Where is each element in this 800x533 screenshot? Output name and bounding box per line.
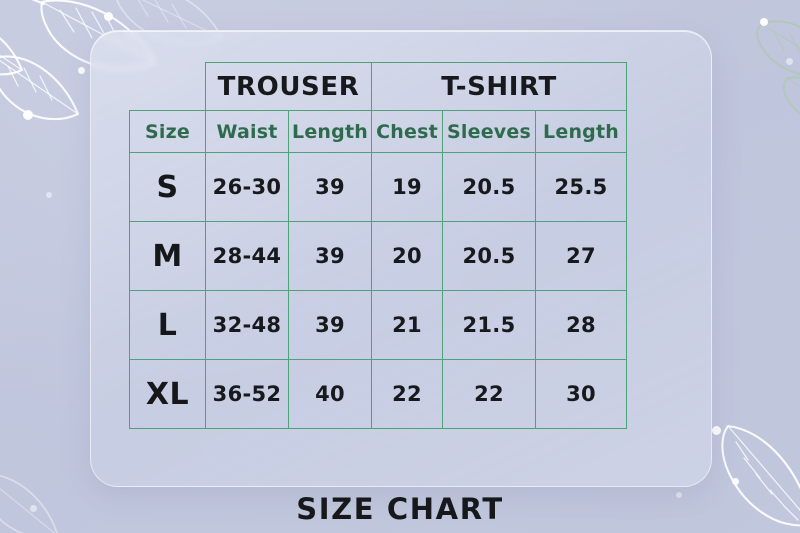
cell-shirt-length: 25.5 xyxy=(534,152,628,222)
decorative-dot xyxy=(46,192,52,198)
size-table-container: TROUSER T-SHIRT Size Waist Length Chest … xyxy=(129,62,628,429)
cell-trouser-length: 39 xyxy=(288,152,372,222)
size-table: TROUSER T-SHIRT Size Waist Length Chest … xyxy=(129,62,628,429)
table-row: L 32-48 39 21 21.5 28 xyxy=(129,290,628,360)
cell-trouser-length: 39 xyxy=(288,290,372,360)
cell-size: S xyxy=(129,152,206,222)
cell-sleeves: 21.5 xyxy=(442,290,536,360)
column-header-waist: Waist xyxy=(205,110,289,153)
table-row: M 28-44 39 20 20.5 27 xyxy=(129,221,628,291)
decorative-dot xyxy=(104,12,113,21)
table-head: TROUSER T-SHIRT Size Waist Length Chest … xyxy=(129,62,628,153)
group-header-tshirt: T-SHIRT xyxy=(370,62,628,111)
page-title: SIZE CHART xyxy=(296,492,504,526)
decorative-dot xyxy=(676,492,682,498)
decorative-dot xyxy=(78,67,85,74)
cell-shirt-length: 30 xyxy=(534,359,628,429)
cell-trouser-length: 40 xyxy=(288,359,372,429)
cell-waist: 36-52 xyxy=(205,359,289,429)
decorative-dot xyxy=(732,478,739,485)
cell-waist: 32-48 xyxy=(205,290,289,360)
column-header-sleeves: Sleeves xyxy=(442,110,536,153)
table-row: XL 36-52 40 22 22 30 xyxy=(129,359,628,429)
cell-sleeves: 20.5 xyxy=(442,152,536,222)
column-header-trouser-length: Length xyxy=(288,110,372,153)
group-header-empty xyxy=(130,63,206,111)
column-header-shirt-length: Length xyxy=(534,110,628,153)
decorative-dot xyxy=(760,18,768,26)
group-header-trouser: TROUSER xyxy=(205,62,372,111)
cell-sleeves: 22 xyxy=(442,359,536,429)
cell-size: M xyxy=(129,221,206,291)
cell-chest: 22 xyxy=(371,359,443,429)
cell-chest: 21 xyxy=(371,290,443,360)
decorative-dot xyxy=(30,505,37,512)
cell-shirt-length: 27 xyxy=(534,221,628,291)
decorative-dot xyxy=(712,426,721,435)
table-body: S 26-30 39 19 20.5 25.5 M 28-44 39 20 20… xyxy=(129,152,628,429)
decorative-dot xyxy=(23,110,33,120)
column-header-chest: Chest xyxy=(371,110,443,153)
cell-size: XL xyxy=(129,359,206,429)
cell-waist: 28-44 xyxy=(205,221,289,291)
column-header-size: Size xyxy=(129,110,206,153)
cell-chest: 20 xyxy=(371,221,443,291)
cell-chest: 19 xyxy=(371,152,443,222)
cell-waist: 26-30 xyxy=(205,152,289,222)
cell-shirt-length: 28 xyxy=(534,290,628,360)
cell-trouser-length: 39 xyxy=(288,221,372,291)
decorative-dot xyxy=(786,58,793,65)
leaf-decoration-top-right xyxy=(744,0,800,115)
column-header-row: Size Waist Length Chest Sleeves Length xyxy=(129,110,628,153)
cell-sleeves: 20.5 xyxy=(442,221,536,291)
group-header-row: TROUSER T-SHIRT xyxy=(130,62,628,111)
table-row: S 26-30 39 19 20.5 25.5 xyxy=(129,152,628,222)
cell-size: L xyxy=(129,290,206,360)
